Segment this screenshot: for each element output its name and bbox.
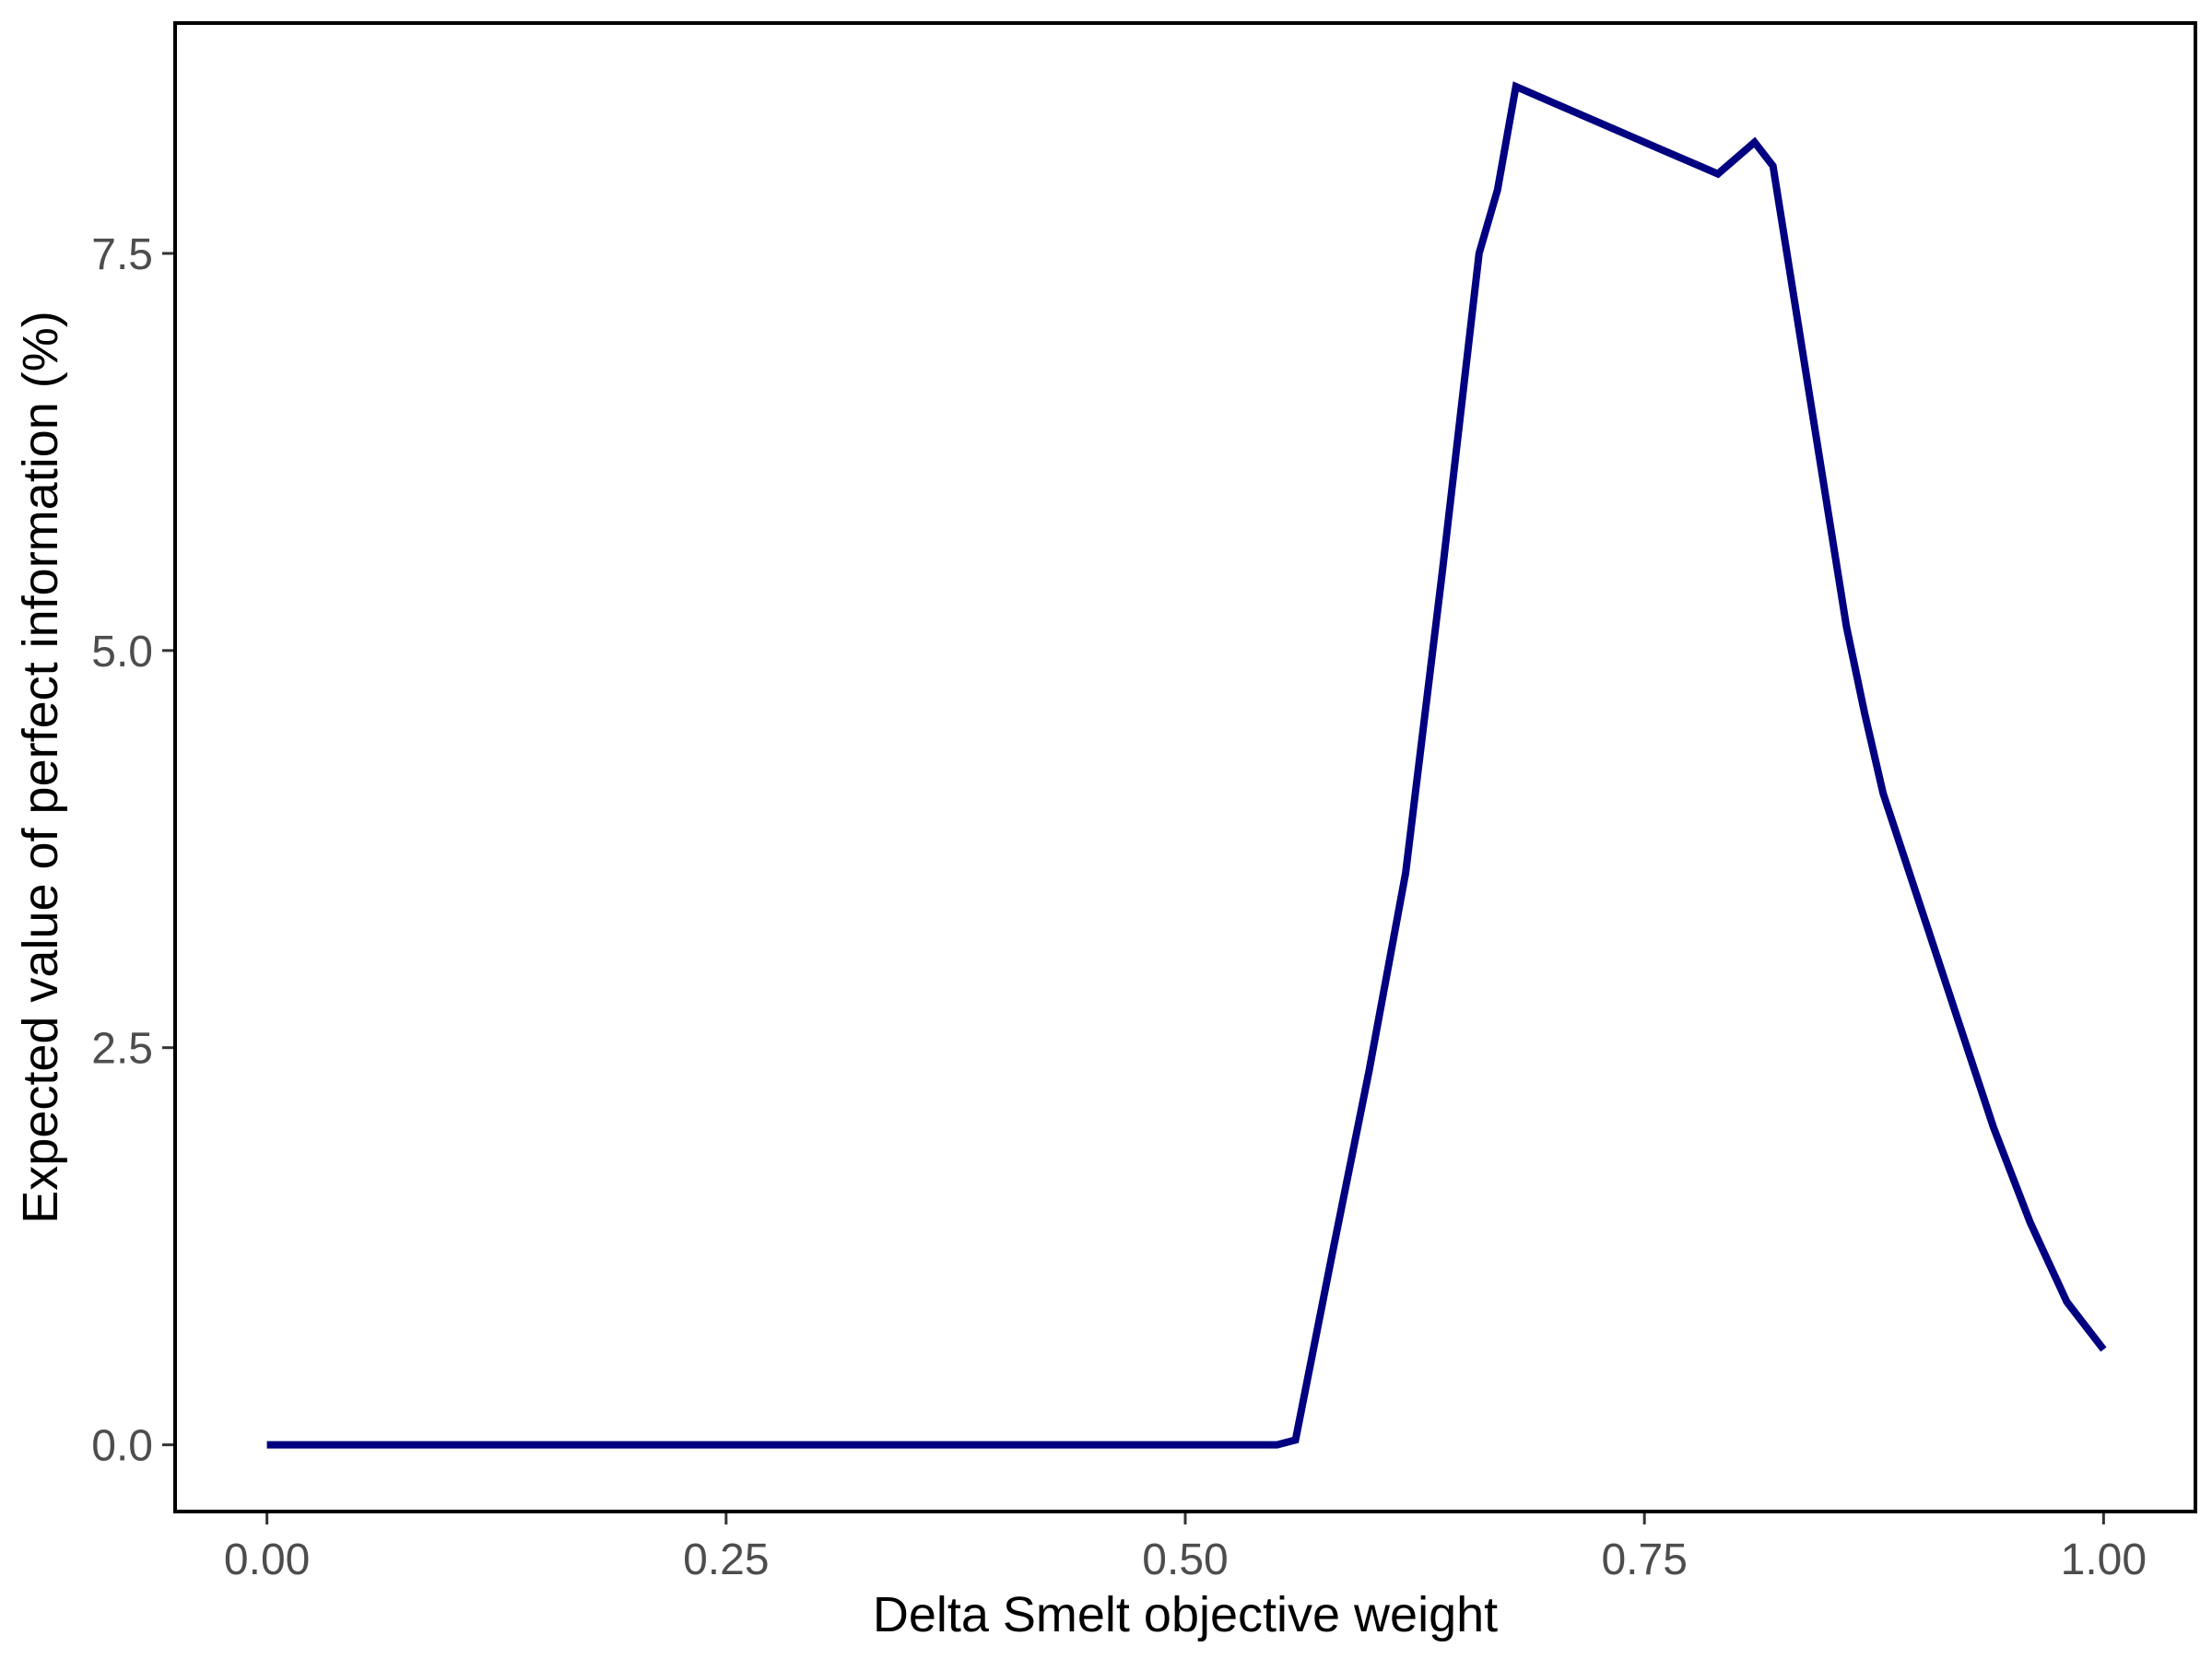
y-tick-label: 7.5 [91, 230, 153, 279]
series-line [266, 81, 2107, 1449]
y-axis-title: Expected value of perfect information (%… [13, 311, 68, 1223]
x-axis-title: Delta Smelt objective weight [873, 1587, 1498, 1642]
series-layer [266, 81, 2107, 1449]
x-tick-label: 0.25 [683, 1535, 769, 1584]
y-tick-label: 5.0 [91, 628, 153, 677]
y-tick-label: 0.0 [91, 1422, 153, 1471]
x-tick-label: 1.00 [2061, 1535, 2147, 1584]
x-tick-label: 0.50 [1142, 1535, 1228, 1584]
x-tick-label: 0.75 [1601, 1535, 1687, 1584]
axis-ticks-layer: 0.00 0.25 0.50 0.75 1.00 0.0 2.5 5.0 7.5 [91, 230, 2147, 1584]
x-tick-label: 0.00 [224, 1535, 310, 1584]
plot-panel-border [173, 21, 2197, 1513]
y-tick-label: 2.5 [91, 1025, 153, 1074]
